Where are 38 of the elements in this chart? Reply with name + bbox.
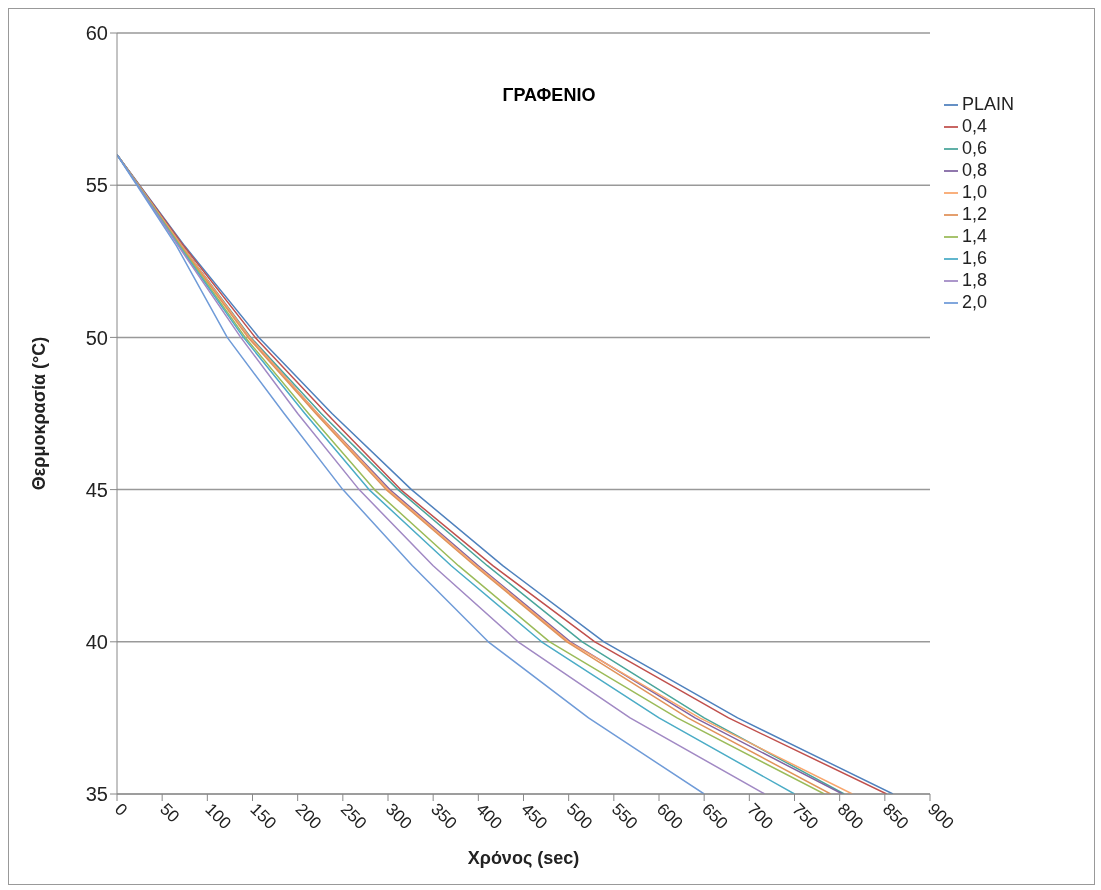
legend-label: 0,4 xyxy=(962,116,988,136)
x-tick-label: 650 xyxy=(698,799,732,834)
x-tick-label: 50 xyxy=(156,799,183,827)
y-tick-label: 35 xyxy=(85,783,108,806)
x-tick-label: 750 xyxy=(788,799,822,834)
legend-label: 1,6 xyxy=(962,248,988,268)
x-tick-label: 400 xyxy=(472,799,506,834)
legend-label: 2,0 xyxy=(962,292,988,312)
x-tick-label: 350 xyxy=(427,799,461,834)
y-tick-label: 55 xyxy=(85,174,108,197)
x-axis-title: Χρόνος (sec) xyxy=(467,848,580,868)
y-tick-label: 60 xyxy=(85,22,108,45)
legend-label: 1,8 xyxy=(962,270,988,290)
x-tick-label: 800 xyxy=(833,799,868,834)
x-tick-label: 900 xyxy=(924,799,958,834)
x-tick-label: 300 xyxy=(382,799,416,834)
text: ΓΡΑΦΕΝΙΟ xyxy=(501,85,597,106)
y-axis-title: Θερμοκρασία (°C) xyxy=(29,336,50,491)
x-tick-label: 0 xyxy=(111,799,132,820)
legend-label: 1,2 xyxy=(962,204,988,224)
y-tick-label: 50 xyxy=(85,326,108,349)
legend-label: 1,4 xyxy=(962,226,988,246)
legend-label: 0,8 xyxy=(962,160,988,180)
x-tick-label: 850 xyxy=(878,799,913,834)
x-tick-label: 550 xyxy=(607,799,642,834)
legend-label: 0,6 xyxy=(962,138,988,158)
x-tick-label: 100 xyxy=(201,799,235,834)
y-tick-label: 45 xyxy=(85,478,108,501)
x-tick-label: 250 xyxy=(336,799,371,834)
x-tick-label: 600 xyxy=(653,799,687,834)
x-tick-label: 500 xyxy=(562,799,597,834)
legend-label: 1,0 xyxy=(962,182,988,202)
x-tick-label: 700 xyxy=(743,799,777,834)
x-tick-label: 200 xyxy=(291,799,326,834)
x-tick-label: 450 xyxy=(517,799,551,834)
y-tick-label: 40 xyxy=(85,630,108,653)
legend-label: PLAIN xyxy=(962,94,1015,114)
x-tick-label: 150 xyxy=(246,799,280,834)
